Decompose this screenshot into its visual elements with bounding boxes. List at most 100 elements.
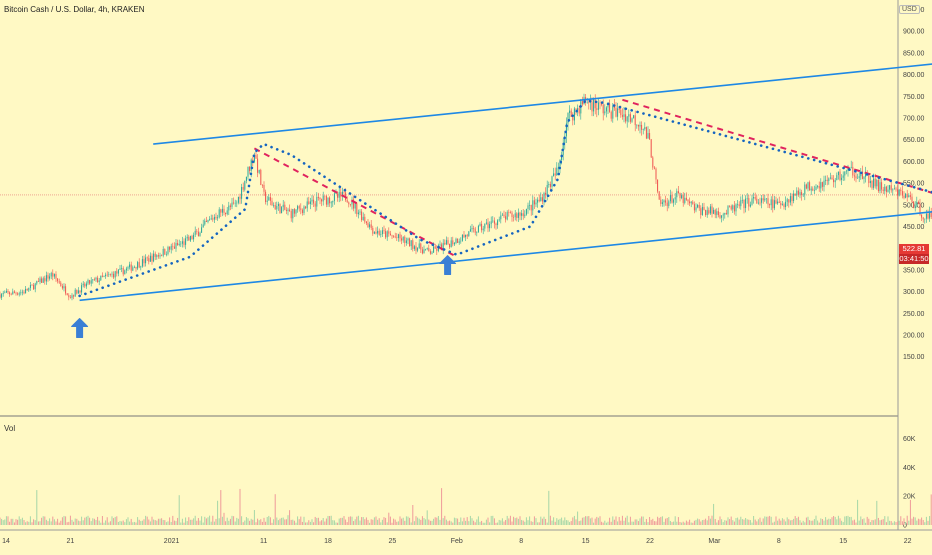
volume-bar bbox=[116, 516, 118, 525]
volume-bar bbox=[665, 518, 667, 525]
volume-bar bbox=[721, 519, 723, 525]
volume-bar bbox=[149, 521, 151, 525]
volume-bar bbox=[183, 522, 185, 525]
volume-bar bbox=[37, 521, 39, 525]
candle-body bbox=[15, 292, 17, 294]
candle-body bbox=[157, 255, 159, 257]
channel-upper-line[interactable] bbox=[153, 48, 932, 145]
volume-bar bbox=[180, 522, 182, 525]
candle-body bbox=[282, 204, 284, 208]
volume-bar bbox=[668, 517, 670, 525]
candle-body bbox=[929, 211, 931, 219]
candle-body bbox=[285, 209, 287, 211]
candle-body bbox=[711, 206, 713, 214]
candle-body bbox=[295, 209, 297, 214]
volume-bar bbox=[929, 515, 931, 525]
candle-body bbox=[521, 213, 523, 216]
volume-bar bbox=[220, 490, 222, 525]
volume-bar bbox=[319, 521, 321, 525]
volume-bar bbox=[628, 522, 630, 525]
candle-body bbox=[527, 205, 529, 210]
volume-bar bbox=[124, 522, 126, 525]
volume-bar bbox=[295, 522, 297, 525]
volume-bar bbox=[31, 522, 33, 525]
candle-body bbox=[265, 191, 267, 202]
volume-bar bbox=[839, 518, 841, 525]
currency-badge[interactable]: USD bbox=[899, 5, 920, 14]
candle-body bbox=[378, 230, 380, 235]
volume-bar bbox=[281, 517, 283, 525]
volume-bar bbox=[329, 516, 331, 525]
volume-bar bbox=[492, 515, 494, 525]
volume-bar bbox=[66, 522, 68, 525]
candle-body bbox=[837, 171, 839, 176]
downtrend-1-line[interactable] bbox=[253, 147, 458, 258]
candle-body bbox=[201, 227, 203, 233]
candle-body bbox=[863, 176, 865, 179]
volume-bar bbox=[887, 516, 889, 525]
up-arrow-icon[interactable] bbox=[71, 317, 89, 338]
candle-body bbox=[321, 199, 323, 202]
volume-bar bbox=[159, 518, 161, 525]
volume-bar bbox=[535, 518, 537, 525]
volume-bar bbox=[247, 518, 249, 525]
chart-title: Bitcoin Cash / U.S. Dollar, 4h, KRAKEN bbox=[4, 5, 145, 14]
volume-bar bbox=[340, 517, 342, 525]
volume-bar bbox=[751, 522, 753, 525]
candle-body bbox=[922, 217, 924, 220]
volume-bar bbox=[410, 522, 412, 525]
volume-bar bbox=[820, 518, 822, 525]
candle-body bbox=[727, 206, 729, 215]
volume-bar bbox=[666, 517, 668, 525]
candle-body bbox=[66, 293, 68, 296]
volume-bar bbox=[50, 521, 52, 525]
up-arrow-icon[interactable] bbox=[439, 255, 457, 276]
volume-bar bbox=[873, 520, 875, 525]
candle-body bbox=[12, 291, 14, 295]
volume-bar bbox=[44, 516, 46, 525]
x-tick-label: Mar bbox=[708, 538, 721, 545]
volume-bar bbox=[583, 517, 585, 525]
candle-body bbox=[679, 193, 681, 199]
candle-body bbox=[231, 202, 233, 207]
candle-body bbox=[564, 136, 566, 144]
volume-bar bbox=[673, 521, 675, 525]
volume-bar bbox=[106, 517, 108, 525]
candle-body bbox=[509, 212, 511, 214]
candle-body bbox=[274, 205, 276, 210]
volume-bar bbox=[84, 517, 86, 525]
volume-bar bbox=[493, 518, 495, 525]
candle-body bbox=[23, 291, 25, 294]
candle-body bbox=[181, 241, 183, 244]
volume-bar bbox=[521, 519, 523, 525]
volume-bar bbox=[209, 515, 211, 525]
candle-body bbox=[439, 244, 441, 246]
volume-bar bbox=[503, 521, 505, 525]
volume-bar bbox=[93, 518, 95, 525]
volume-bar bbox=[277, 520, 279, 525]
candle-body bbox=[468, 231, 470, 237]
candle-body bbox=[885, 186, 887, 192]
candle-body bbox=[98, 280, 100, 283]
candle-body bbox=[276, 206, 278, 210]
volume-bar bbox=[924, 522, 926, 525]
channel-lower-line[interactable] bbox=[79, 195, 932, 302]
volume-bar bbox=[788, 519, 790, 525]
downtrend-2-line[interactable] bbox=[622, 98, 932, 205]
volume-bar bbox=[684, 522, 686, 525]
candle-body bbox=[169, 246, 171, 250]
candle-body bbox=[485, 222, 487, 224]
volume-bar bbox=[511, 521, 513, 525]
volume-bar bbox=[185, 517, 187, 525]
candle-body bbox=[2, 292, 4, 295]
candle-body bbox=[257, 158, 259, 173]
candle-body bbox=[708, 210, 710, 214]
projection-dotted-line[interactable] bbox=[78, 49, 932, 298]
volume-bar bbox=[25, 522, 27, 525]
candle-body bbox=[380, 234, 382, 235]
volume-bar bbox=[49, 518, 51, 525]
volume-bar bbox=[626, 515, 628, 525]
candle-body bbox=[681, 195, 683, 199]
volume-bar bbox=[186, 521, 188, 525]
